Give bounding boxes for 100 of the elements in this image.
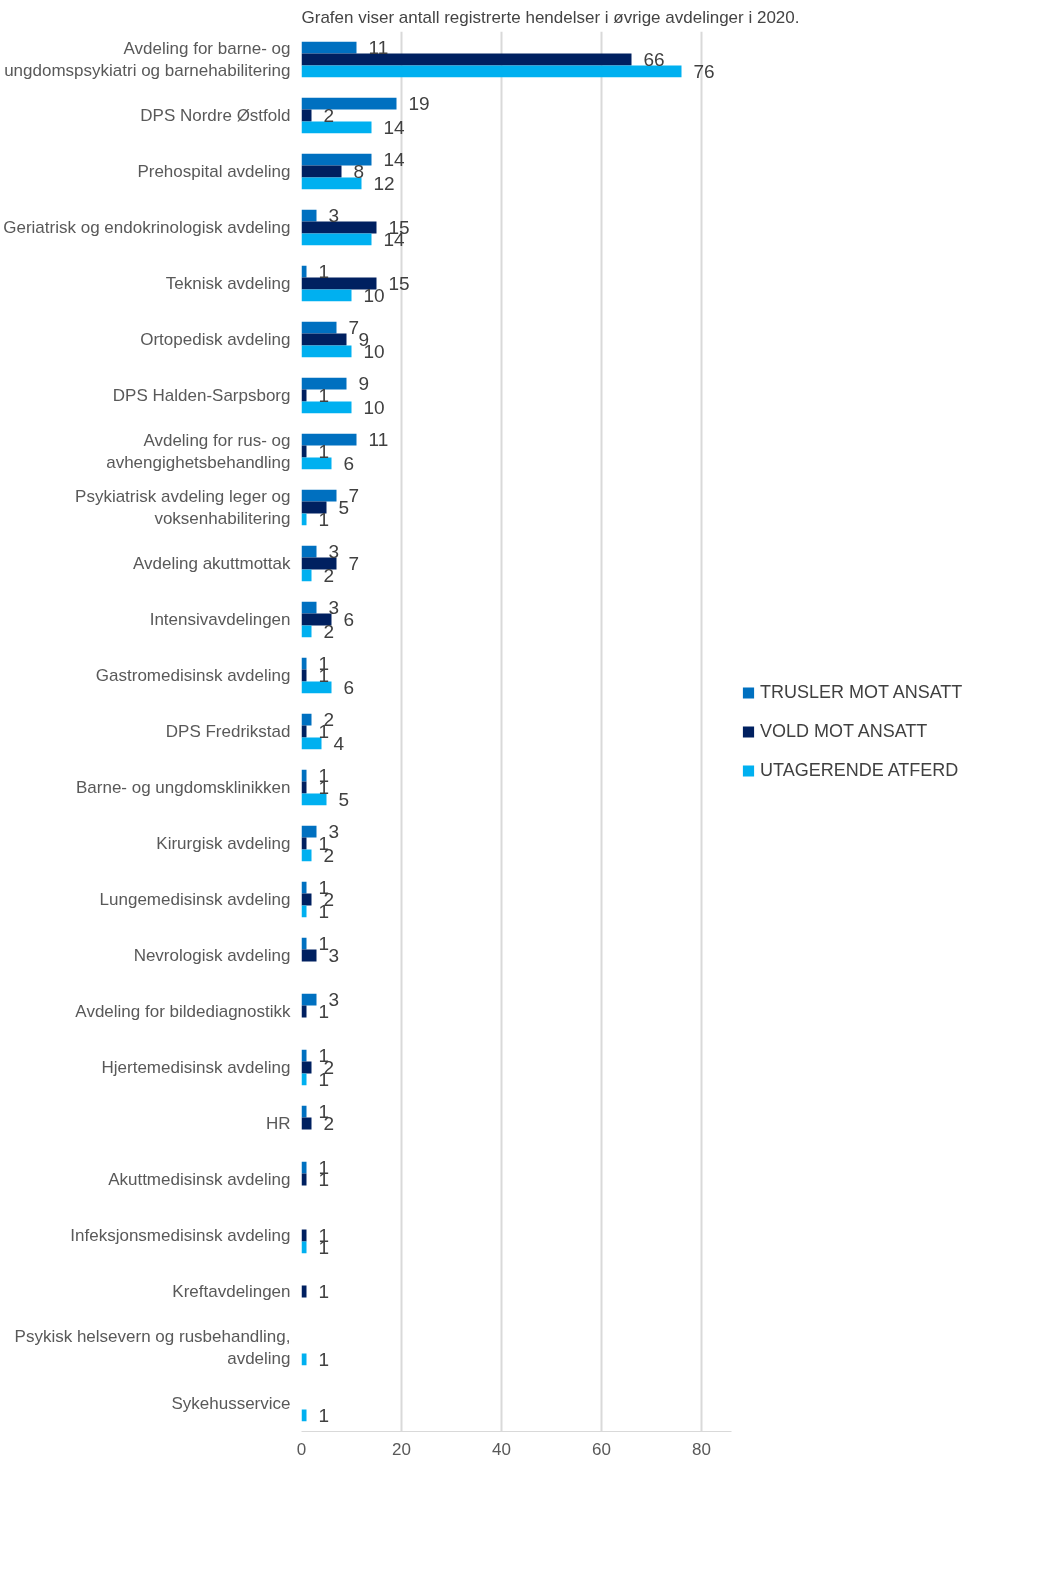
bar — [301, 345, 352, 358]
bar — [301, 905, 307, 918]
bar — [301, 1353, 307, 1366]
data-label: 4 — [333, 732, 345, 754]
data-label: 1 — [318, 1281, 330, 1302]
y-tick-label: DPS Nordre Østfold — [140, 106, 291, 125]
y-tick-label: Avdeling for rus- og avhengighetsbehandling — [106, 430, 291, 473]
data-label: 2 — [323, 105, 335, 126]
data-label: 10 — [363, 284, 385, 306]
bar — [301, 1285, 307, 1298]
bar — [301, 993, 317, 1006]
bar — [301, 937, 307, 950]
y-tick-label: Lungemedisinsk avdeling — [99, 890, 291, 909]
bar — [301, 277, 377, 290]
bar — [301, 321, 337, 334]
bar — [301, 109, 312, 122]
y-tick-label: Ortopedisk avdeling — [140, 330, 291, 349]
bar — [301, 793, 327, 806]
bar — [301, 949, 317, 962]
bar — [301, 769, 307, 782]
data-label: 3 — [328, 945, 340, 966]
bar — [301, 569, 312, 582]
y-tick-label: Psykisk helsevern og rusbehandling, avdeling — [14, 1326, 291, 1369]
bar — [301, 289, 352, 302]
data-label: 1 — [318, 1348, 330, 1370]
y-tick-label: Barne- og ungdomsklinikken — [75, 778, 291, 797]
x-tick-label: 80 — [692, 1439, 711, 1459]
y-tick-label: Teknisk avdeling — [165, 274, 291, 293]
bar — [301, 1229, 307, 1242]
data-label: 76 — [693, 60, 715, 82]
bar — [301, 265, 307, 278]
bar — [301, 41, 357, 54]
legend-label: UTAGERENDE ATFERD — [760, 759, 959, 781]
y-tick-label: Geriatrisk og endokrinologisk avdeling — [3, 218, 291, 237]
bar — [301, 445, 307, 458]
bar — [301, 893, 312, 906]
bar — [301, 557, 337, 570]
data-label: 3 — [328, 821, 340, 843]
y-tick-label: Psykiatrisk avdeling leger og voksenhabilitering — [75, 486, 291, 529]
data-label: 19 — [408, 93, 430, 115]
legend-label: TRUSLER MOT ANSATT — [760, 681, 963, 703]
y-tick-label: Kirurgisk avdeling — [156, 834, 291, 853]
data-label: 6 — [343, 676, 355, 698]
y-tick-label: Nevrologisk avdeling — [133, 946, 291, 965]
bar — [301, 713, 312, 726]
bar — [301, 457, 332, 470]
data-label: 6 — [343, 609, 355, 630]
data-label: 11 — [368, 429, 389, 451]
bar — [301, 1061, 312, 1074]
y-tick-label: Prehospital avdeling — [137, 162, 291, 181]
data-label: 14 — [383, 116, 406, 138]
bar — [301, 737, 322, 750]
y-tick-label: DPS Halden-Sarpsborg — [112, 386, 291, 405]
bar — [301, 65, 682, 78]
data-label: 11 — [368, 37, 389, 59]
x-tick-label: 60 — [592, 1439, 611, 1459]
bar — [301, 121, 372, 134]
bar — [301, 489, 337, 502]
x-tick-label: 20 — [392, 1439, 411, 1459]
data-label: 14 — [383, 149, 406, 171]
y-tick-label: Kreftavdelingen — [172, 1282, 291, 1301]
bar — [301, 1073, 307, 1086]
y-tick-label: Gastromedisinsk avdeling — [95, 666, 291, 685]
bar — [301, 177, 362, 190]
bar — [301, 1161, 307, 1174]
bar — [301, 881, 307, 894]
bar — [301, 377, 347, 390]
data-label: 12 — [373, 172, 395, 194]
data-label: 3 — [328, 989, 340, 1011]
y-tick-label: Avdeling for bildediagnostikk — [75, 1002, 291, 1021]
bar — [301, 725, 307, 738]
y-tick-label: DPS Fredrikstad — [165, 722, 291, 741]
bar — [301, 401, 352, 414]
bar — [301, 433, 357, 446]
x-tick-label: 0 — [296, 1439, 307, 1459]
data-label: 66 — [643, 49, 665, 70]
data-label: 3 — [328, 597, 340, 619]
data-label: 3 — [328, 205, 340, 227]
bar — [301, 613, 332, 626]
bar — [301, 1117, 312, 1130]
data-label: 8 — [353, 161, 365, 182]
bar — [301, 1005, 307, 1018]
bar — [301, 1173, 307, 1186]
data-label: 1 — [318, 385, 330, 406]
y-tick-label: Avdeling akuttmottak — [133, 554, 291, 573]
y-tick-label: HR — [265, 1114, 291, 1133]
data-label: 10 — [363, 396, 385, 418]
data-label: 1 — [318, 508, 330, 530]
legend-label: VOLD MOT ANSATT — [760, 720, 928, 742]
bar — [301, 53, 632, 66]
data-label: 1 — [318, 441, 330, 462]
data-label: 7 — [348, 485, 360, 507]
data-label: 1 — [318, 933, 330, 955]
data-label: 5 — [338, 497, 350, 518]
bar — [301, 513, 307, 526]
bar — [301, 657, 307, 670]
y-tick-label: Akuttmedisinsk avdeling — [108, 1170, 291, 1189]
data-label: 1 — [318, 261, 330, 283]
y-tick-label: Avdeling for barne- og ungdomspsykiatri og barnehabilitering — [4, 38, 291, 81]
data-label: 6 — [343, 452, 355, 474]
